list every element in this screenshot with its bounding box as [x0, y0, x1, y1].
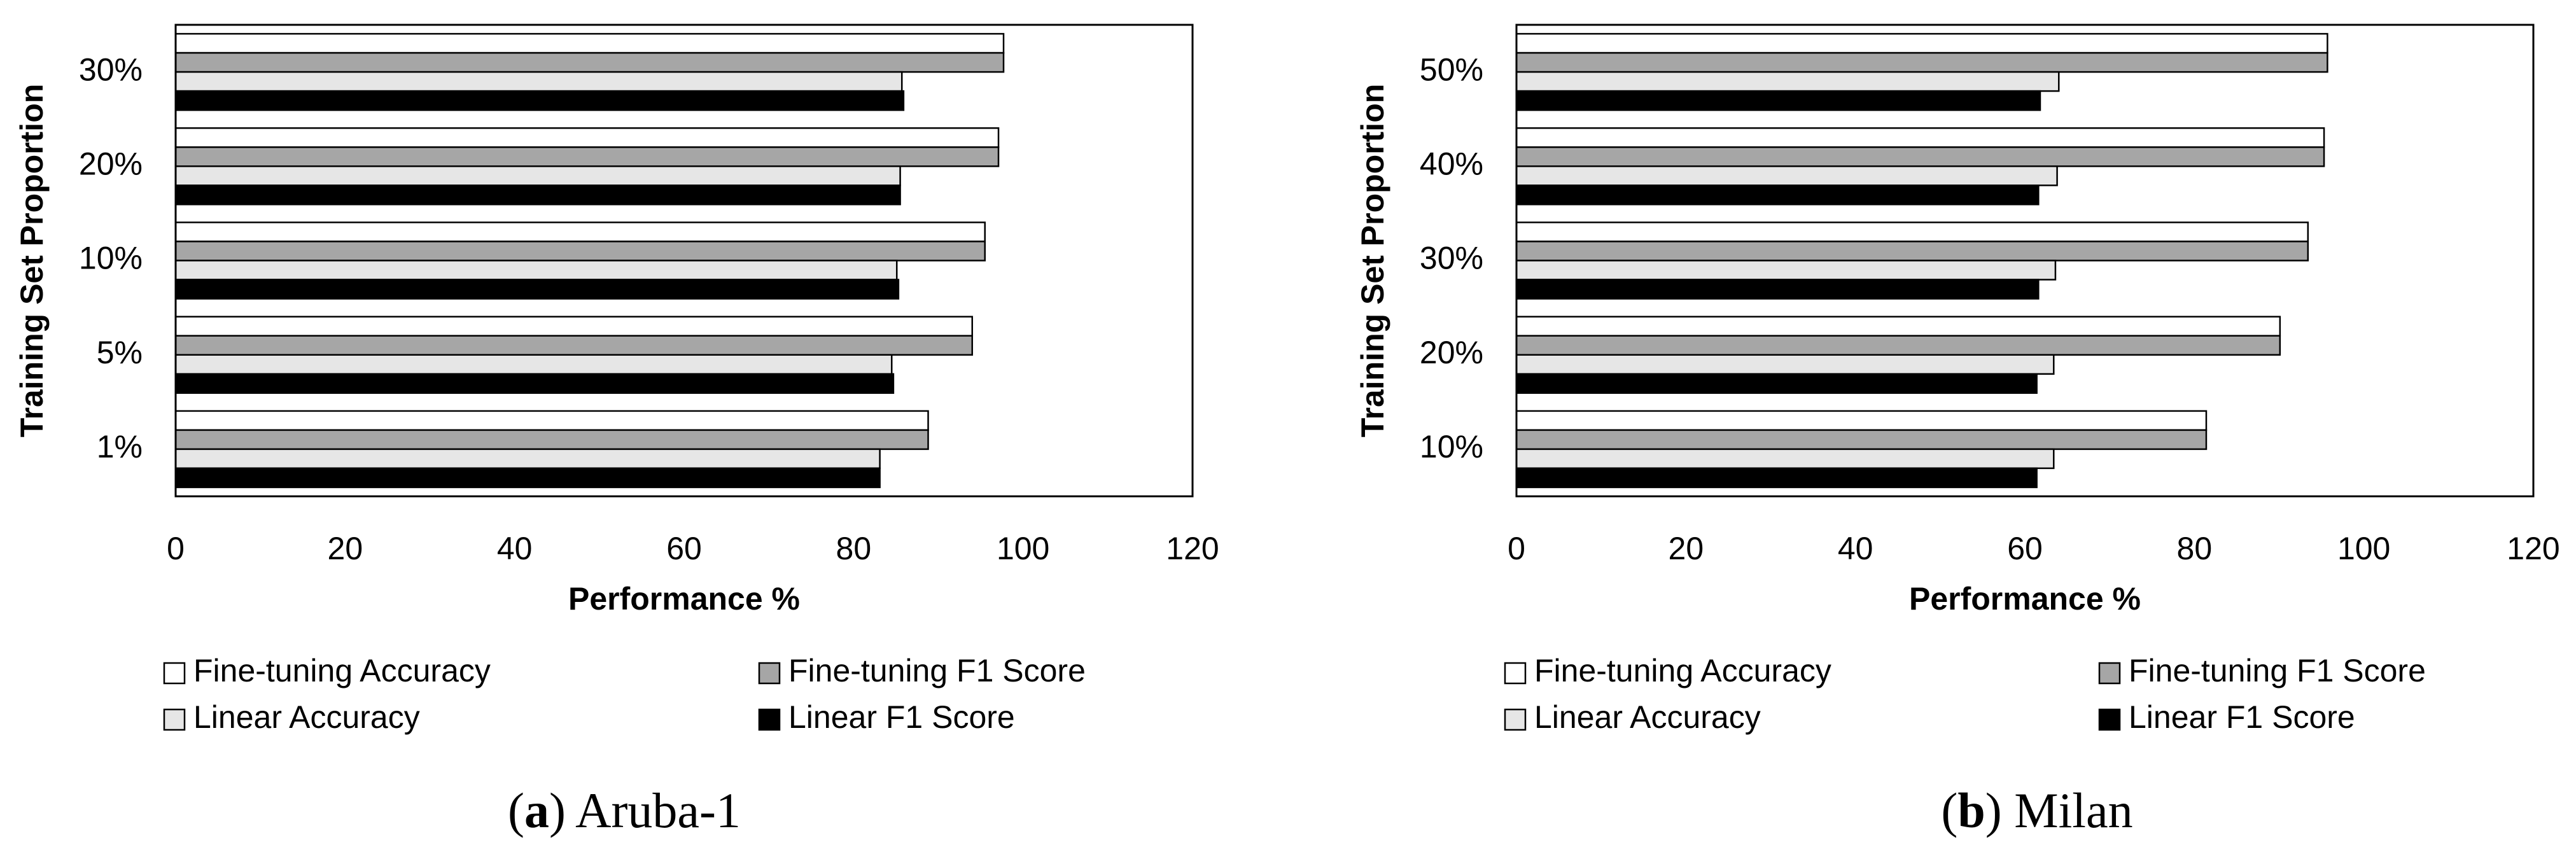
bar: [1515, 221, 2309, 242]
bar: [174, 410, 929, 431]
y-tick-label: 20%: [1420, 335, 1483, 370]
bar: [174, 335, 974, 356]
x-tick-label: 120: [2507, 531, 2559, 566]
bar: [174, 279, 900, 300]
bar: [1515, 127, 2325, 148]
bar: [174, 467, 881, 489]
bar: [174, 316, 974, 337]
caption-part: ) Milan: [1985, 783, 2133, 838]
bar: [1515, 52, 2328, 73]
bar: [174, 260, 898, 281]
x-tick-label: 40: [497, 531, 533, 566]
bar: [174, 165, 901, 186]
y-tick-label: 30%: [1420, 241, 1483, 276]
legend-label: Linear F1 Score: [788, 699, 1015, 735]
bar: [174, 146, 1000, 167]
bar: [1515, 448, 2055, 470]
y-tick-label: 10%: [1420, 429, 1483, 464]
bar: [1515, 373, 2038, 394]
bar: [1515, 241, 2309, 262]
bar: [174, 241, 986, 262]
bar: [1515, 32, 2328, 54]
caption-part: (: [508, 783, 524, 838]
plot-frame: [174, 24, 1194, 498]
bar: [174, 221, 986, 242]
bar: [1515, 467, 2038, 489]
x-tick-label: 60: [666, 531, 702, 566]
x-axis-title: Performance %: [1909, 581, 2141, 617]
legend-swatch: [1504, 708, 1527, 731]
y-tick-label: 30%: [79, 52, 143, 87]
x-tick-label: 100: [2337, 531, 2390, 566]
plot-frame: [1515, 24, 2535, 498]
x-tick-label: 120: [1166, 531, 1219, 566]
legend-swatch: [163, 662, 186, 685]
x-tick-label: 40: [1838, 531, 1873, 566]
y-tick-label: 50%: [1420, 52, 1483, 87]
bar: [174, 373, 895, 394]
caption-part: (: [1941, 783, 1957, 838]
legend-swatch: [2098, 662, 2121, 685]
bar: [1515, 335, 2281, 356]
x-tick-label: 20: [328, 531, 363, 566]
bar: [1515, 410, 2208, 431]
legend-swatch: [163, 708, 186, 731]
legend-label: Fine-tuning Accuracy: [1534, 653, 1831, 688]
bar: [174, 448, 881, 470]
bar: [174, 71, 903, 92]
bar: [1515, 429, 2208, 450]
bar: [1515, 354, 2055, 375]
caption: (b) Milan: [1941, 783, 2132, 838]
caption-part: ) Aruba-1: [549, 783, 741, 838]
x-tick-label: 60: [2007, 531, 2043, 566]
bar: [1515, 165, 2058, 186]
legend-swatch: [1504, 662, 1527, 685]
x-tick-label: 20: [1669, 531, 1704, 566]
caption-part: a: [524, 783, 549, 838]
bar: [174, 90, 905, 111]
legend-label: Fine-tuning F1 Score: [2129, 653, 2426, 688]
x-tick-label: 0: [1508, 531, 1525, 566]
x-tick-label: 100: [997, 531, 1049, 566]
bar: [174, 429, 929, 450]
bar: [1515, 316, 2281, 337]
y-tick-label: 40%: [1420, 146, 1483, 182]
bar: [174, 127, 1000, 148]
legend-label: Linear Accuracy: [1534, 699, 1761, 735]
y-tick-label: 5%: [97, 335, 143, 370]
legend-label: Fine-tuning F1 Score: [788, 653, 1086, 688]
bar: [1515, 279, 2040, 300]
bar: [1515, 146, 2325, 167]
legend-label: Fine-tuning Accuracy: [193, 653, 491, 688]
caption-part: b: [1957, 783, 1985, 838]
caption: (a) Aruba-1: [508, 783, 741, 838]
y-axis-title: Training Set Proportion: [1355, 84, 1390, 438]
bar: [174, 52, 1005, 73]
x-tick-label: 80: [836, 531, 872, 566]
y-tick-label: 10%: [79, 241, 143, 276]
x-tick-label: 0: [167, 531, 185, 566]
x-tick-label: 80: [2177, 531, 2213, 566]
bar: [1515, 260, 2057, 281]
y-axis-title: Training Set Proportion: [14, 84, 50, 438]
y-tick-label: 20%: [79, 146, 143, 182]
legend-swatch: [2098, 708, 2121, 731]
legend-label: Linear Accuracy: [193, 699, 420, 735]
y-tick-label: 1%: [97, 429, 143, 464]
bar: [1515, 90, 2041, 111]
bar: [174, 354, 893, 375]
legend-label: Linear F1 Score: [2129, 699, 2355, 735]
bar: [174, 32, 1005, 54]
bar: [1515, 185, 2040, 206]
bar: [1515, 71, 2060, 92]
x-axis-title: Performance %: [568, 581, 800, 617]
bar: [174, 185, 901, 206]
legend-swatch: [758, 662, 781, 685]
legend-swatch: [758, 708, 781, 731]
